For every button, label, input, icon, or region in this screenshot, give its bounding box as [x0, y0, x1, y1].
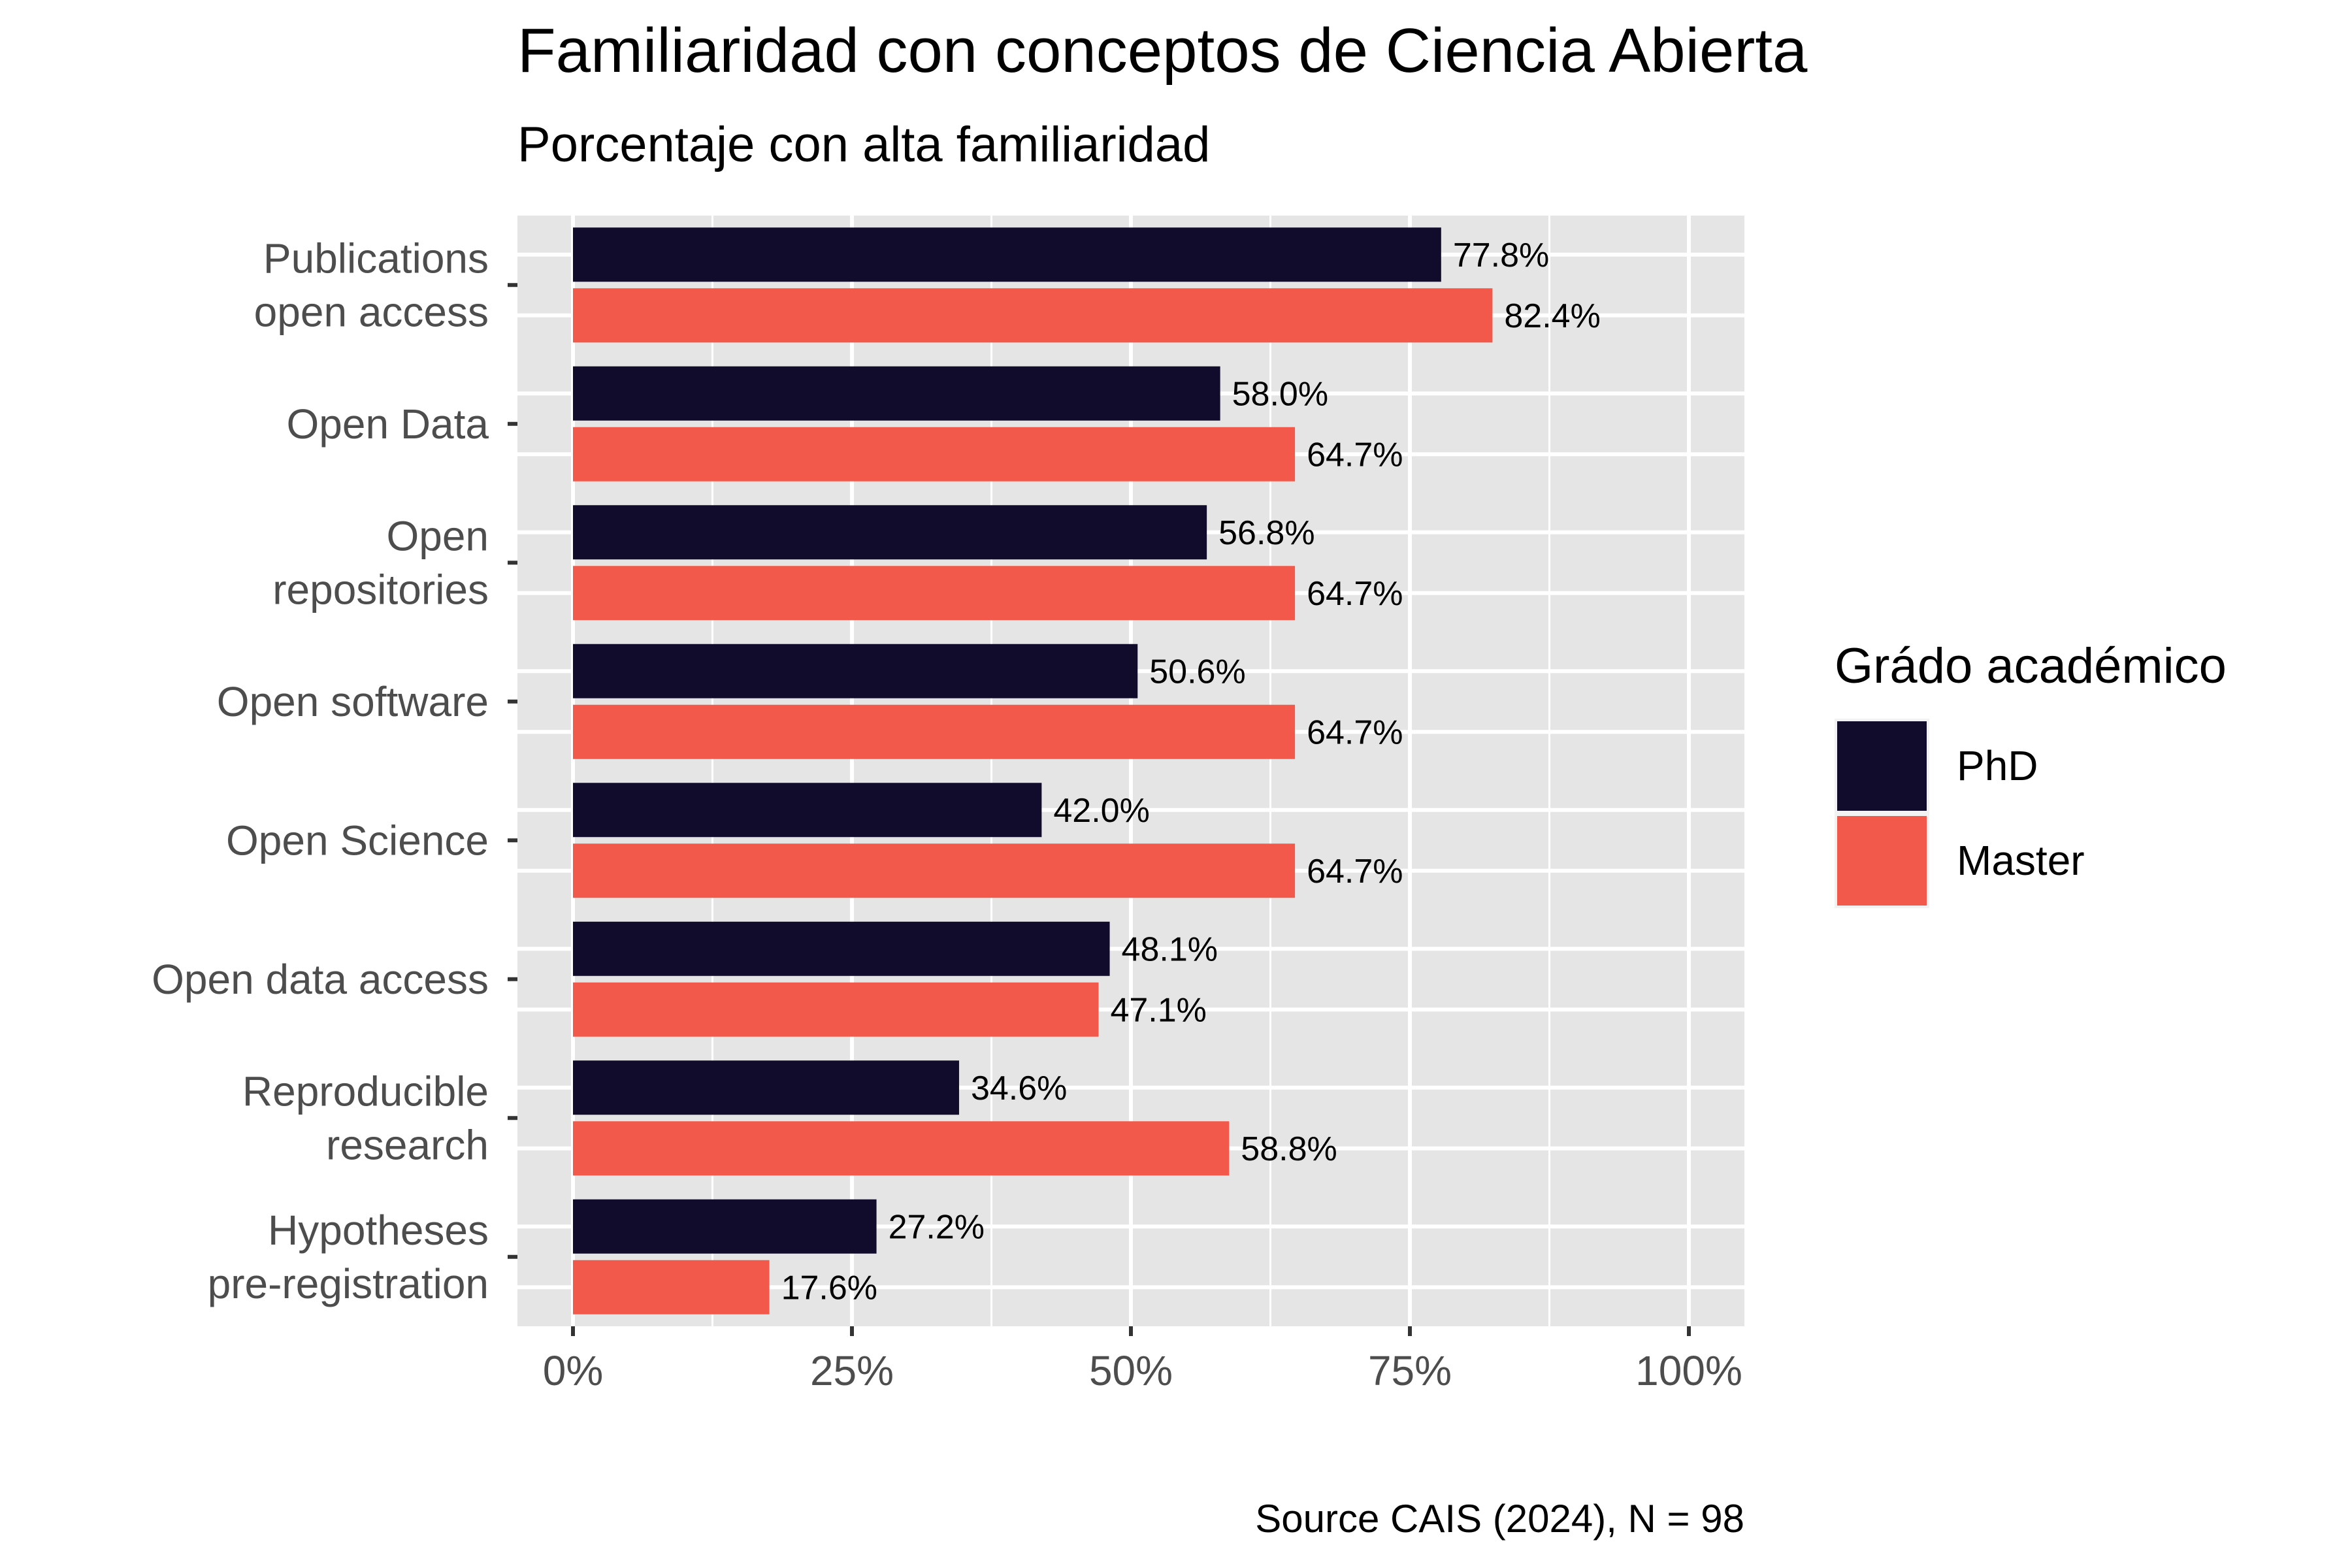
chart-subtitle: Porcentaje con alta familiaridad	[517, 117, 1210, 172]
bars	[573, 227, 1493, 1315]
bar-master	[573, 982, 1099, 1037]
y-tick-label: Open software	[217, 678, 489, 725]
value-label: 50.6%	[1149, 653, 1245, 691]
x-tick-label: 50%	[1089, 1347, 1173, 1394]
value-label: 77.8%	[1453, 237, 1549, 274]
y-tick-label: Open	[386, 512, 489, 559]
y-tick-label: pre-registration	[208, 1260, 489, 1307]
bar-master	[573, 288, 1493, 343]
value-label: 64.7%	[1307, 853, 1403, 890]
bar-phd	[573, 1060, 959, 1115]
bar-phd	[573, 505, 1207, 560]
value-label: 42.0%	[1053, 792, 1149, 830]
value-label: 34.6%	[971, 1070, 1067, 1107]
bar-master	[573, 566, 1296, 621]
legend-items: PhD Master	[1835, 719, 2085, 908]
chart-title: Familiaridad con conceptos de Ciencia Ab…	[517, 16, 1808, 86]
value-label: 56.8%	[1218, 514, 1315, 552]
x-tick-label: 75%	[1368, 1347, 1452, 1394]
legend-label: Master	[1957, 837, 2085, 884]
bar-phd	[573, 644, 1138, 698]
y-tick-label: Publications	[263, 235, 489, 282]
value-labels: 77.8% 58.0% 56.8% 50.6% 42.0% 48.1% 34.6% 27.2%…	[781, 237, 1601, 1307]
value-label: 27.2%	[889, 1208, 985, 1246]
bar-phd	[573, 1199, 877, 1254]
bar-phd	[573, 366, 1220, 421]
value-label: 64.7%	[1307, 575, 1403, 613]
bar-phd	[573, 783, 1042, 838]
legend-label: PhD	[1957, 742, 2038, 789]
chart-caption: Source CAIS (2024), N = 98	[1255, 1497, 1744, 1541]
bar-phd	[573, 921, 1110, 976]
legend: Grádo académico PhD Master	[1835, 638, 2227, 908]
y-axis: Publications open access Open Data Open repo…	[152, 235, 517, 1307]
y-tick-label: Open data access	[152, 956, 489, 1003]
bar-phd	[573, 227, 1441, 282]
y-tick-label: research	[326, 1121, 489, 1168]
y-tick-label: Hypotheses	[268, 1207, 489, 1254]
legend-key-phd	[1837, 721, 1927, 811]
value-label: 58.0%	[1232, 375, 1328, 413]
y-tick-label: Reproducible	[242, 1068, 489, 1115]
value-label: 17.6%	[781, 1269, 877, 1307]
y-tick-label: repositories	[272, 566, 489, 613]
bar-master	[573, 843, 1296, 898]
x-axis: 0% 25% 50% 75% 100%	[543, 1326, 1742, 1394]
value-label: 58.8%	[1241, 1130, 1337, 1168]
x-tick-label: 100%	[1635, 1347, 1742, 1394]
bar-master	[573, 704, 1296, 759]
y-tick-label: open access	[254, 288, 489, 335]
value-label: 64.7%	[1307, 436, 1403, 474]
value-label: 82.4%	[1504, 297, 1600, 335]
bar-master	[573, 427, 1296, 482]
bar-master	[573, 1260, 770, 1315]
x-tick-label: 0%	[543, 1347, 604, 1394]
value-label: 47.1%	[1110, 991, 1206, 1029]
legend-key-master	[1837, 816, 1927, 906]
value-label: 48.1%	[1122, 930, 1218, 968]
x-tick-label: 25%	[810, 1347, 894, 1394]
legend-title: Grádo académico	[1835, 638, 2227, 694]
value-label: 64.7%	[1307, 713, 1403, 751]
y-tick-label: Open Data	[286, 400, 489, 448]
y-tick-label: Open Science	[226, 817, 489, 864]
bar-master	[573, 1121, 1230, 1176]
